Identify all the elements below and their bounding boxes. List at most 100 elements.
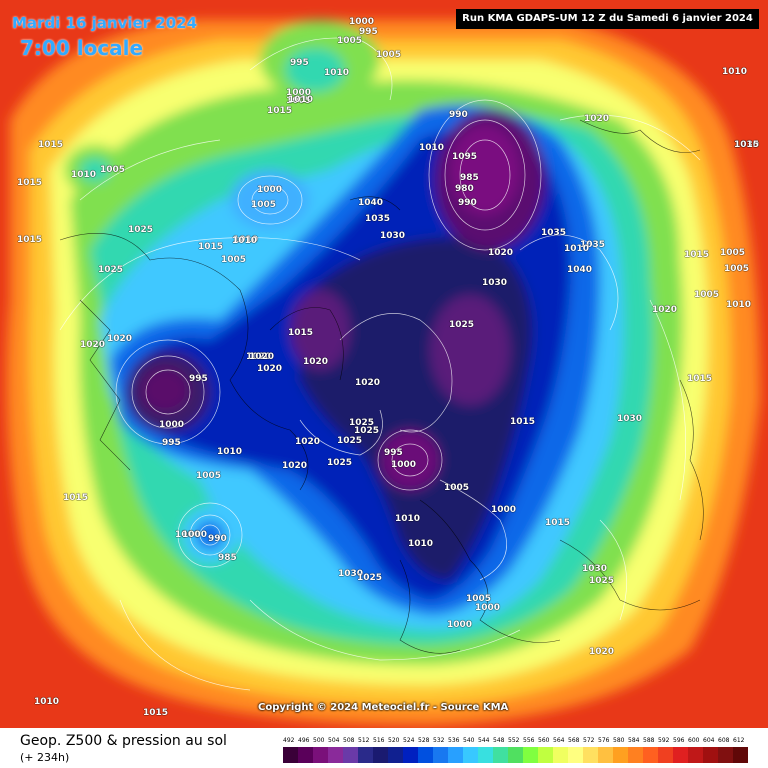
scale-tick-label: 536	[448, 737, 460, 744]
low-arctic	[290, 290, 350, 370]
pressure-label: 995	[189, 374, 208, 384]
scale-tick-label: 492	[283, 737, 295, 744]
pressure-label: 1010	[217, 447, 243, 457]
pressure-label: 1025	[357, 573, 383, 583]
scale-tick-label: 576	[598, 737, 610, 744]
pressure-label: 1005	[376, 50, 402, 60]
pressure-label: 995	[162, 438, 181, 448]
pressure-label: 1025	[128, 225, 154, 235]
pressure-label: 1020	[652, 305, 678, 315]
scale-tick-label: 548	[493, 737, 505, 744]
pressure-label: 1010	[726, 300, 752, 310]
pressure-label: 1015	[17, 178, 43, 188]
scale-swatch	[313, 747, 328, 763]
pressure-label: 1030	[734, 140, 760, 150]
scale-swatch	[658, 747, 673, 763]
pressure-label: 1095	[452, 152, 478, 162]
model-run-banner: Run KMA GDAPS-UM 12 Z du Samedi 6 janvie…	[456, 9, 759, 29]
pressure-label: 980	[455, 184, 474, 194]
pressure-label: 1015	[734, 140, 760, 150]
pressure-label: 1015	[198, 242, 224, 252]
pressure-label: 1020	[488, 248, 514, 258]
pressure-label: 1030	[338, 569, 364, 579]
pressure-label: 1010	[722, 67, 748, 77]
scale-swatch	[298, 747, 313, 763]
scale-swatch	[448, 747, 463, 763]
scale-swatch	[628, 747, 643, 763]
pressure-label: 1005	[337, 36, 363, 46]
scale-tick-label: 504	[328, 737, 340, 744]
scale-tick-label: 600	[688, 737, 700, 744]
pressure-label: 1015	[63, 493, 89, 503]
pressure-label: 1000	[391, 460, 417, 470]
scale-tick-label: 500	[313, 737, 325, 744]
pressure-label: 1005	[720, 248, 746, 258]
pressure-label: 1010	[419, 143, 445, 153]
scale-tick-label: 540	[463, 737, 475, 744]
pressure-label: 1040	[567, 265, 593, 275]
pressure-label: 1020	[257, 364, 283, 374]
forecast-date: Mardi 16 janvier 2024	[12, 14, 198, 32]
pressure-label: 1015	[545, 518, 571, 528]
low-canada-core	[141, 368, 189, 412]
pressure-label: 990	[458, 198, 477, 208]
pressure-label: 1020	[355, 378, 381, 388]
pressure-label: 1000	[257, 185, 283, 195]
scale-tick-label: 560	[538, 737, 550, 744]
weather-map	[0, 0, 768, 728]
scale-swatch	[568, 747, 583, 763]
pressure-label: 1025	[354, 426, 380, 436]
scale-tick-label: 612	[733, 737, 745, 744]
pressure-label: 1020	[584, 114, 610, 124]
scale-tick-label: 568	[568, 737, 580, 744]
scale-swatch	[703, 747, 718, 763]
scale-tick-label: 528	[418, 737, 430, 744]
pressure-label: 1010	[34, 697, 60, 707]
scale-tick-label: 584	[628, 737, 640, 744]
pressure-label: 1005	[221, 255, 247, 265]
color-scale: 492 496 500 504 508 512 516 520 524 528 532 536 540 5…	[283, 737, 751, 765]
pressure-label: 1005	[724, 264, 750, 274]
pressure-label: 1030	[582, 564, 608, 574]
low-north-pacific	[230, 170, 310, 230]
pressure-label: 1000	[182, 530, 208, 540]
pressure-label: 1010	[71, 170, 97, 180]
forecast-offset: (+ 234h)	[20, 751, 70, 764]
scale-swatch	[688, 747, 703, 763]
pressure-label: 1010	[324, 68, 350, 78]
scale-tick-label: 544	[478, 737, 490, 744]
scale-tick-label: 552	[508, 737, 520, 744]
pressure-label: 1000	[447, 620, 473, 630]
pressure-label: 1020	[282, 461, 308, 471]
copyright-notice: Copyright © 2024 Meteociel.fr - Source K…	[258, 702, 509, 713]
pressure-label: 1020	[246, 352, 272, 362]
scale-tick-label: 508	[343, 737, 355, 744]
pressure-label: 1010	[395, 514, 421, 524]
scale-tick-label: 520	[388, 737, 400, 744]
pressure-label: 1020	[303, 357, 329, 367]
pressure-label: 1020	[295, 437, 321, 447]
high-top-core	[285, 48, 345, 92]
pressure-label: 1035	[580, 240, 606, 250]
scale-tick-label: 532	[433, 737, 445, 744]
scale-swatch	[508, 747, 523, 763]
pressure-label: 995	[384, 448, 403, 458]
pressure-label: 1020	[589, 647, 615, 657]
low-siberia	[430, 295, 510, 405]
pressure-label: 1000	[491, 505, 517, 515]
scale-tick-label: 580	[613, 737, 625, 744]
pressure-label: 1005	[694, 290, 720, 300]
pressure-label: 1025	[589, 576, 615, 586]
scale-swatch	[478, 747, 493, 763]
green-left-core	[80, 158, 110, 182]
pressure-label: 1030	[380, 231, 406, 241]
pressure-label: 1020	[107, 334, 133, 344]
scale-swatch	[343, 747, 358, 763]
pressure-label: 1005	[466, 594, 492, 604]
pressure-label: 990	[208, 534, 227, 544]
scale-swatch	[733, 747, 748, 763]
pressure-label: 1015	[684, 250, 710, 260]
scale-swatch	[643, 747, 658, 763]
pressure-label: 1005	[444, 483, 470, 493]
pressure-label: 1000	[175, 530, 201, 540]
